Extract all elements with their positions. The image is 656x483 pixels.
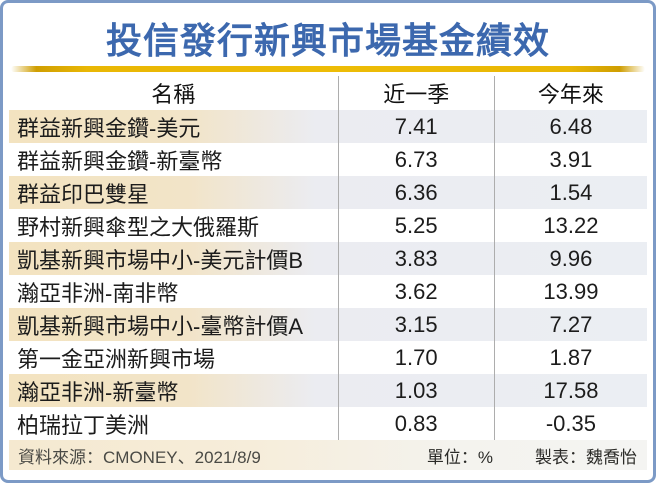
table-header-row: 名稱 近一季 今年來 (9, 76, 647, 110)
table-row: 群益印巴雙星 6.36 1.54 (9, 176, 647, 209)
table-row: 凱基新興市場中小-臺幣計價A 3.15 7.27 (9, 308, 647, 341)
column-header-last-quarter: 近一季 (337, 76, 494, 110)
last-quarter-cell: 7.41 (337, 110, 494, 143)
credit-note: 製表：魏喬怡 (535, 447, 637, 467)
table-row: 第一金亞洲新興市場 1.70 1.87 (9, 341, 647, 374)
last-quarter-cell: 1.03 (337, 374, 494, 407)
table-footnote: 資料來源：CMONEY、2021/8/9 單位：% 製表：魏喬怡 (9, 440, 647, 470)
column-header-name: 名稱 (151, 82, 196, 107)
last-quarter-cell: 3.83 (337, 242, 494, 275)
ytd-cell: 1.54 (493, 176, 647, 209)
fund-name-cell: 群益新興金鑽-美元 (17, 115, 201, 141)
ytd-cell: 6.48 (493, 110, 647, 143)
table-row: 野村新興傘型之大俄羅斯 5.25 13.22 (9, 209, 647, 242)
fund-name-cell: 瀚亞非洲-新臺幣 (17, 379, 179, 405)
last-quarter-cell: 5.25 (337, 209, 494, 242)
ytd-cell: 9.96 (493, 242, 647, 275)
ytd-cell: -0.35 (493, 407, 647, 440)
fund-table: 名稱 近一季 今年來 群益新興金鑽-美元 7.41 6.48 群益新興金鑽-新臺… (9, 76, 647, 440)
table-row: 群益新興金鑽-新臺幣 6.73 3.91 (9, 143, 647, 176)
fund-name-cell: 第一金亞洲新興市場 (17, 346, 216, 372)
fund-name-cell: 群益新興金鑽-新臺幣 (17, 148, 223, 174)
ytd-cell: 17.58 (493, 374, 647, 407)
data-source-note: 資料來源：CMONEY、2021/8/9 (18, 447, 261, 467)
last-quarter-cell: 6.36 (337, 176, 494, 209)
ytd-cell: 3.91 (493, 143, 647, 176)
table-row: 瀚亞非洲-新臺幣 1.03 17.58 (9, 374, 647, 407)
page-title: 投信發行新興市場基金績效 (105, 19, 550, 61)
table-row: 群益新興金鑽-美元 7.41 6.48 (9, 110, 647, 143)
last-quarter-cell: 3.62 (337, 275, 494, 308)
last-quarter-cell: 1.70 (337, 341, 494, 374)
column-header-ytd: 今年來 (493, 76, 647, 110)
fund-name-cell: 凱基新興市場中小-美元計價B (17, 247, 304, 273)
gold-divider-rule (11, 66, 645, 72)
ytd-cell: 7.27 (493, 308, 647, 341)
ytd-cell: 13.99 (493, 275, 647, 308)
fund-name-cell: 野村新興傘型之大俄羅斯 (17, 214, 260, 240)
fund-name-cell: 凱基新興市場中小-臺幣計價A (17, 313, 304, 339)
last-quarter-cell: 6.73 (337, 143, 494, 176)
fund-name-cell: 柏瑞拉丁美洲 (17, 412, 150, 438)
fund-name-cell: 瀚亞非洲-南非幣 (17, 280, 179, 306)
fund-name-cell: 群益印巴雙星 (17, 181, 150, 207)
ytd-cell: 13.22 (493, 209, 647, 242)
unit-note: 單位：% (426, 447, 493, 467)
last-quarter-cell: 0.83 (337, 407, 494, 440)
table-row: 瀚亞非洲-南非幣 3.62 13.99 (9, 275, 647, 308)
table-row: 凱基新興市場中小-美元計價B 3.83 9.96 (9, 242, 647, 275)
ytd-cell: 1.87 (493, 341, 647, 374)
last-quarter-cell: 3.15 (337, 308, 494, 341)
table-row: 柏瑞拉丁美洲 0.83 -0.35 (9, 407, 647, 440)
